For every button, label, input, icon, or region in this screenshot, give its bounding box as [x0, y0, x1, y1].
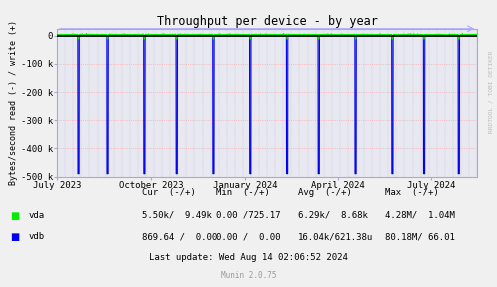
Text: 16.04k/621.38u: 16.04k/621.38u: [298, 232, 373, 241]
Text: 80.18M/ 66.01: 80.18M/ 66.01: [385, 232, 455, 241]
Text: 6.29k/  8.68k: 6.29k/ 8.68k: [298, 211, 368, 220]
Text: 869.64 /  0.00: 869.64 / 0.00: [142, 232, 217, 241]
Text: Avg  (-/+): Avg (-/+): [298, 188, 352, 197]
Text: Munin 2.0.75: Munin 2.0.75: [221, 271, 276, 280]
Text: Last update: Wed Aug 14 02:06:52 2024: Last update: Wed Aug 14 02:06:52 2024: [149, 253, 348, 261]
Text: 4.28M/  1.04M: 4.28M/ 1.04M: [385, 211, 455, 220]
Text: Min  (-/+): Min (-/+): [216, 188, 270, 197]
Text: Max  (-/+): Max (-/+): [385, 188, 439, 197]
Text: 0.00 /  0.00: 0.00 / 0.00: [216, 232, 281, 241]
Text: Cur  (-/+): Cur (-/+): [142, 188, 195, 197]
Text: ■: ■: [10, 211, 19, 221]
Text: RRDTOOL / TOBI OETIKER: RRDTOOL / TOBI OETIKER: [488, 51, 493, 133]
Text: 5.50k/  9.49k: 5.50k/ 9.49k: [142, 211, 212, 220]
Y-axis label: Bytes/second read (-) / write (+): Bytes/second read (-) / write (+): [9, 20, 18, 185]
Text: ■: ■: [10, 232, 19, 243]
Text: vdb: vdb: [29, 232, 45, 241]
Text: 0.00 /725.17: 0.00 /725.17: [216, 211, 281, 220]
Title: Throughput per device - by year: Throughput per device - by year: [157, 15, 378, 28]
Text: vda: vda: [29, 211, 45, 220]
